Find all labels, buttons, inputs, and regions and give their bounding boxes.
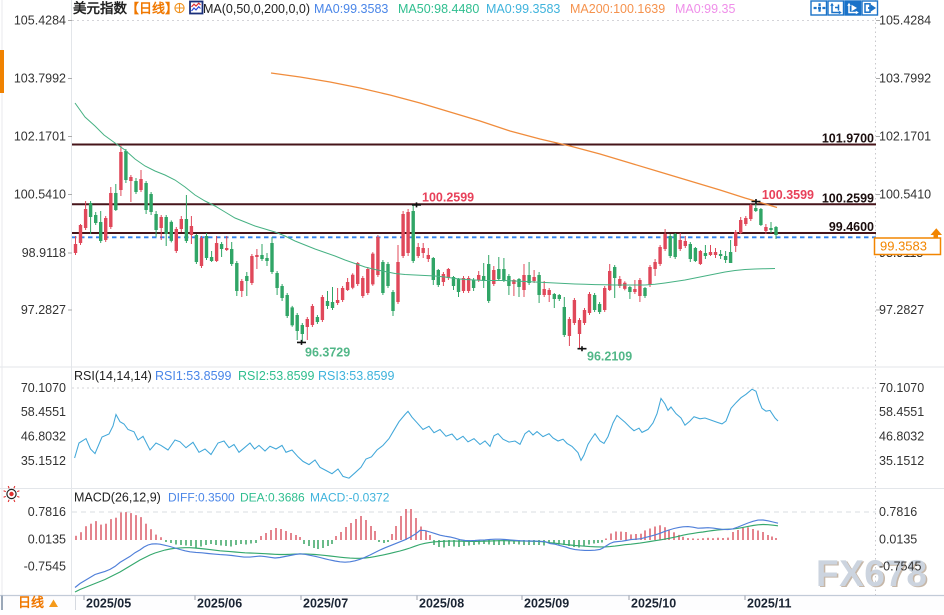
svg-text:-0.7545: -0.7545 bbox=[24, 560, 66, 574]
svg-text:100.3599: 100.3599 bbox=[762, 188, 814, 202]
svg-text:70.1070: 70.1070 bbox=[21, 381, 66, 395]
svg-text:MA0:99.3583: MA0:99.3583 bbox=[314, 2, 388, 16]
svg-text:102.1701: 102.1701 bbox=[879, 130, 931, 144]
svg-text:FX678: FX678 bbox=[818, 554, 930, 595]
svg-text:99.4600: 99.4600 bbox=[829, 220, 874, 234]
svg-text:100.2599: 100.2599 bbox=[822, 191, 874, 205]
svg-text:日线: 日线 bbox=[18, 595, 44, 610]
svg-text:RSI(14,14,14): RSI(14,14,14) bbox=[74, 369, 152, 383]
svg-text:2025/11: 2025/11 bbox=[747, 597, 792, 611]
svg-text:98.9118: 98.9118 bbox=[22, 246, 66, 260]
svg-text:MA0:99.35: MA0:99.35 bbox=[675, 2, 736, 16]
svg-text:35.1512: 35.1512 bbox=[21, 454, 66, 468]
svg-text:58.4551: 58.4551 bbox=[21, 405, 66, 419]
svg-text:DEA:0.3686: DEA:0.3686 bbox=[240, 491, 305, 505]
svg-text:0.7816: 0.7816 bbox=[879, 505, 917, 519]
svg-text:MACD:-0.0372: MACD:-0.0372 bbox=[310, 491, 390, 505]
svg-text:2025/10: 2025/10 bbox=[631, 597, 676, 611]
svg-text:2025/05: 2025/05 bbox=[86, 597, 131, 611]
svg-text:70.1070: 70.1070 bbox=[879, 381, 924, 395]
svg-text:46.8032: 46.8032 bbox=[21, 430, 66, 444]
svg-text:MA0:99.3583: MA0:99.3583 bbox=[486, 2, 560, 16]
svg-text:100.5410: 100.5410 bbox=[879, 188, 931, 202]
svg-text:2025/08: 2025/08 bbox=[419, 597, 464, 611]
svg-text:2025/06: 2025/06 bbox=[197, 597, 242, 611]
svg-text:103.7992: 103.7992 bbox=[879, 72, 931, 86]
svg-text:DIFF:0.3500: DIFF:0.3500 bbox=[168, 491, 235, 505]
svg-text:100.2599: 100.2599 bbox=[422, 191, 474, 205]
svg-text:【日线】: 【日线】 bbox=[126, 1, 178, 16]
svg-text:102.1701: 102.1701 bbox=[14, 130, 66, 144]
svg-text:0.0135: 0.0135 bbox=[28, 533, 66, 547]
svg-text:-0.7545: -0.7545 bbox=[879, 560, 921, 574]
svg-text:105.4284: 105.4284 bbox=[879, 14, 931, 28]
svg-text:美元指数: 美元指数 bbox=[73, 0, 127, 16]
svg-text:101.9700: 101.9700 bbox=[822, 132, 874, 146]
svg-text:103.7992: 103.7992 bbox=[14, 72, 66, 86]
svg-text:2025/09: 2025/09 bbox=[524, 597, 569, 611]
svg-text:MA(0,50,0,200,0,0): MA(0,50,0,200,0,0) bbox=[203, 2, 310, 16]
svg-text:35.1512: 35.1512 bbox=[879, 454, 924, 468]
svg-text:RSI3:53.8599: RSI3:53.8599 bbox=[318, 369, 394, 383]
svg-text:2025/07: 2025/07 bbox=[303, 597, 348, 611]
svg-text:97.2827: 97.2827 bbox=[879, 303, 924, 317]
svg-text:46.8032: 46.8032 bbox=[879, 430, 924, 444]
svg-text:RSI2:53.8599: RSI2:53.8599 bbox=[238, 369, 314, 383]
svg-text:RSI1:53.8599: RSI1:53.8599 bbox=[155, 369, 231, 383]
svg-text:0.0135: 0.0135 bbox=[879, 533, 917, 547]
svg-text:FX678: FX678 bbox=[816, 553, 928, 594]
svg-text:105.4284: 105.4284 bbox=[14, 14, 66, 28]
svg-text:58.4551: 58.4551 bbox=[879, 405, 924, 419]
svg-text:0.7816: 0.7816 bbox=[28, 505, 66, 519]
svg-text:MA50:98.4480: MA50:98.4480 bbox=[398, 2, 479, 16]
svg-text:96.2109: 96.2109 bbox=[587, 350, 632, 364]
svg-text:MACD(26,12,9): MACD(26,12,9) bbox=[74, 491, 161, 505]
svg-text:96.3729: 96.3729 bbox=[305, 346, 350, 360]
svg-text:MA200:100.1639: MA200:100.1639 bbox=[570, 2, 665, 16]
svg-text:99.3583: 99.3583 bbox=[880, 239, 927, 254]
svg-text:100.5410: 100.5410 bbox=[14, 188, 66, 202]
svg-text:97.2827: 97.2827 bbox=[21, 303, 66, 317]
